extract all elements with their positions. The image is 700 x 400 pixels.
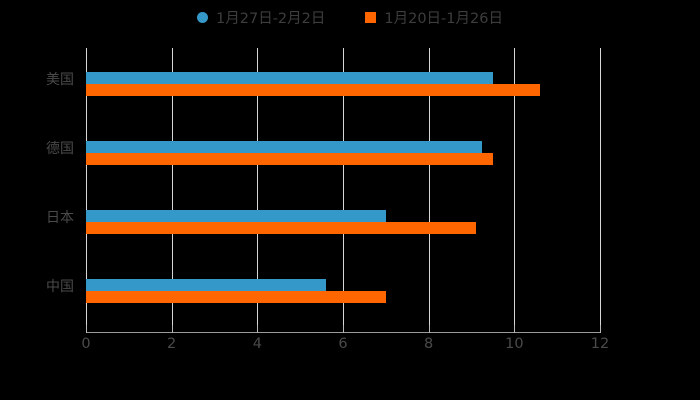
x-tick-label-2: 4 <box>252 336 262 352</box>
bar-group <box>86 187 600 256</box>
gridline-x-1 <box>171 48 173 325</box>
plot-area <box>86 48 601 325</box>
x-tick-label-3: 6 <box>338 336 348 352</box>
bar-德国-series-0[interactable] <box>86 140 483 153</box>
x-tick-3 <box>343 325 344 333</box>
x-tick-2 <box>257 325 259 333</box>
gridline-x-5 <box>514 48 516 325</box>
gridline-x-4 <box>428 48 430 325</box>
bar-group <box>86 48 600 117</box>
legend-label-series-1: 1月20日-1月26日 <box>384 10 503 27</box>
bar-中国-series-0[interactable] <box>86 279 326 292</box>
gridline-x-2 <box>257 48 259 325</box>
gridline-x-3 <box>343 48 344 325</box>
bar-group <box>86 256 600 325</box>
bar-美国-series-0[interactable] <box>86 71 493 84</box>
legend-marker-square-icon <box>365 11 377 23</box>
x-tick-5 <box>514 325 516 333</box>
x-tick-label-5: 10 <box>505 336 524 352</box>
y-axis-label-0: 美国 <box>46 71 74 88</box>
bar-日本-series-1[interactable] <box>86 222 476 234</box>
x-tick-6 <box>600 325 601 333</box>
x-tick-0 <box>86 325 87 333</box>
gridline-x-6 <box>600 48 601 325</box>
x-tick-label-6: 12 <box>590 336 610 352</box>
x-tick-4 <box>428 325 430 333</box>
chart-legend: 1月27日-2月2日 1月20日-1月26日 <box>0 4 700 30</box>
y-axis-label-3: 中国 <box>46 279 74 296</box>
legend-entry-series-0[interactable]: 1月27日-2月2日 <box>197 7 325 28</box>
legend-marker-circle-icon <box>197 11 209 23</box>
bar-group <box>86 117 600 186</box>
legend-entry-series-1[interactable]: 1月20日-1月26日 <box>365 7 503 28</box>
x-tick-label-0: 0 <box>81 336 91 352</box>
y-axis-label-2: 日本 <box>46 210 74 226</box>
bar-美国-series-1[interactable] <box>86 83 541 96</box>
legend-label-series-0: 1月27日-2月2日 <box>216 10 326 27</box>
bar-德国-series-1[interactable] <box>86 152 493 165</box>
x-tick-label-4: 8 <box>424 336 434 352</box>
x-tick-label-1: 2 <box>167 336 177 352</box>
gridline-x-0 <box>86 48 87 325</box>
x-tick-1 <box>171 325 173 333</box>
bar-日本-series-0[interactable] <box>86 210 386 222</box>
bar-中国-series-1[interactable] <box>86 291 386 304</box>
y-axis-label-1: 德国 <box>46 140 74 157</box>
